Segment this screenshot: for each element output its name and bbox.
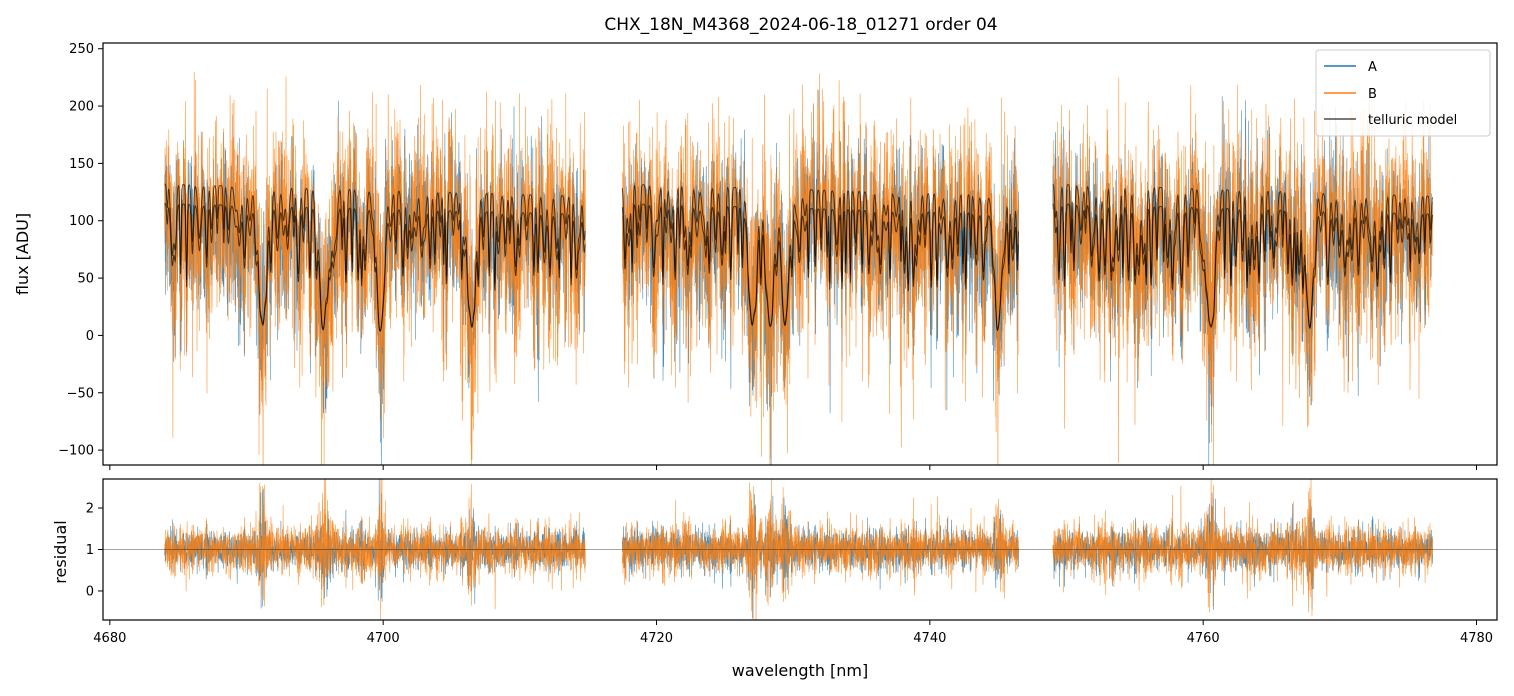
flux-ytick-label: 250	[69, 42, 94, 57]
legend-label-a: A	[1368, 60, 1377, 75]
telluric-model-line-1-segment-1	[164, 203, 586, 332]
telluric-model-line-1-segment-3	[1052, 203, 1433, 330]
flux-panel: −100 −50 0 50 100 150 200 250 flux [ADU] A B te…	[13, 42, 1498, 470]
x-axis-label: wavelength [nm]	[732, 661, 869, 680]
flux-y-axis-label: flux [ADU]	[13, 213, 32, 295]
residual-y-axis-label: residual	[51, 520, 70, 583]
residual-xtick-label: 4760	[1187, 631, 1220, 646]
residual-panel: 0 1 2 4680 4700 4720 4740 4760 4780 residual wa…	[51, 478, 1498, 680]
residual-plot-area	[103, 479, 1497, 620]
flux-ytick-label: 0	[86, 329, 94, 344]
residual-ytick-label: 0	[86, 584, 94, 599]
flux-ytick-label: 50	[77, 272, 94, 287]
flux-x-ticks	[109, 465, 1477, 470]
flux-ytick-label: −50	[67, 386, 94, 401]
residual-xtick-label: 4700	[367, 631, 400, 646]
flux-ytick-label: 100	[69, 214, 94, 229]
legend: A B telluric model	[1315, 49, 1491, 137]
flux-y-ticks: −100 −50 0 50 100 150 200 250	[58, 42, 103, 459]
flux-series-b-segment-3	[1052, 77, 1433, 465]
residual-xtick-label: 4740	[913, 631, 946, 646]
residual-series-b-segment-1	[164, 479, 586, 620]
telluric-model-line-1-segment-2	[621, 203, 1019, 332]
residual-ytick-label: 1	[86, 543, 94, 558]
flux-ytick-label: 150	[69, 157, 94, 172]
residual-xtick-label: 4720	[640, 631, 673, 646]
residual-xtick-label: 4780	[1460, 631, 1493, 646]
flux-axes-frame	[102, 42, 1498, 466]
chart-title: CHX_18N_M4368_2024-06-18_01271 order 04	[604, 15, 997, 35]
legend-box	[1315, 49, 1491, 137]
flux-ytick-label: −100	[58, 444, 94, 459]
residual-y-ticks: 0 1 2	[86, 502, 103, 599]
legend-label-b: B	[1368, 87, 1377, 102]
flux-ytick-label: 200	[69, 100, 94, 115]
residual-ytick-label: 2	[86, 502, 94, 517]
telluric-model-line-2-segment-3	[1052, 183, 1433, 329]
flux-plot-area	[164, 71, 1433, 465]
telluric-model-line-2-segment-1	[164, 183, 586, 332]
residual-series-b-segment-2	[622, 479, 1019, 620]
telluric-model-line-2-segment-2	[621, 184, 1019, 331]
residual-xtick-label: 4680	[93, 631, 126, 646]
legend-label-telluric: telluric model	[1368, 113, 1457, 128]
residual-series-b-segment-3	[1052, 479, 1433, 617]
residual-x-ticks: 4680 4700 4720 4740 4760 4780	[93, 620, 1493, 646]
